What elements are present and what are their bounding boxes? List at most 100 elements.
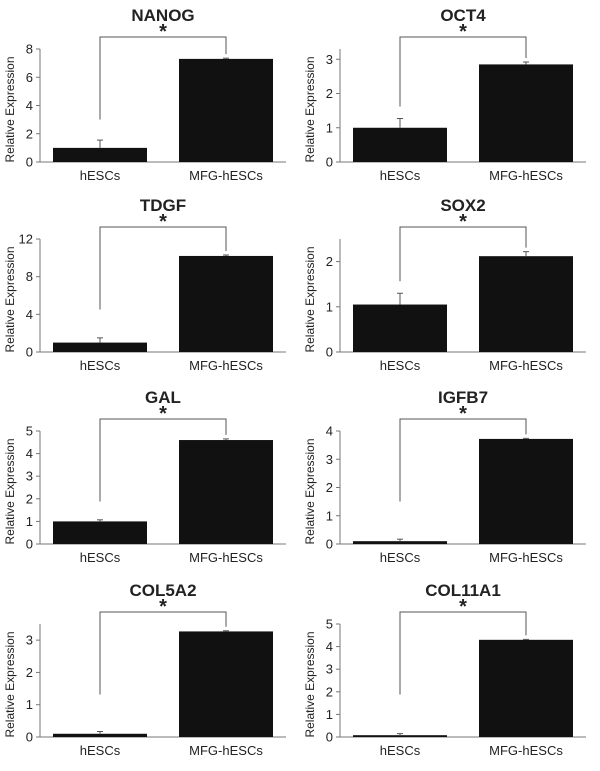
x-tick-label: MFG-hESCs: [189, 743, 263, 758]
y-tick-label: 2: [326, 480, 333, 495]
significance-bracket: [99, 418, 227, 502]
y-tick-label: 3: [326, 52, 333, 67]
y-tick-label: 4: [26, 98, 33, 113]
chart-panel-col11a1: COL11A1 Relative Expression 0 1 2 3 4 5 hESCs MFG…: [300, 575, 600, 766]
bar-hescs: [53, 521, 147, 544]
chart-title: IGFB7: [438, 388, 488, 407]
significance-star: *: [159, 211, 167, 233]
y-tick-label: 12: [19, 232, 33, 247]
significance-bracket: [399, 226, 527, 282]
y-tick-label: 4: [326, 639, 333, 654]
y-tick-label: 3: [326, 662, 333, 677]
y-tick-label: 3: [326, 452, 333, 467]
bar-mfg-hescs: [479, 438, 573, 544]
bar-hescs: [353, 735, 447, 737]
chart-panel-sox2: SOX2 Relative Expression 0 1 2 hESCs MFG-hESCs…: [300, 190, 600, 381]
y-axis-label: Relative Expression: [303, 246, 317, 352]
y-tick-label: 1: [326, 299, 333, 314]
y-tick-label: 0: [326, 730, 333, 745]
significance-star: *: [159, 403, 167, 425]
bar-mfg-hescs: [179, 440, 273, 544]
y-tick-label: 1: [26, 697, 33, 712]
chart-title: COL5A2: [129, 581, 196, 600]
chart-panel-tdgf: TDGF Relative Expression 0 4 8 12 hESCs MFG-hES…: [0, 190, 300, 381]
x-tick-label: hESCs: [380, 743, 421, 758]
y-tick-label: 5: [26, 424, 33, 439]
y-tick-label: 2: [326, 684, 333, 699]
chart-svg: GAL Relative Expression 0 1 2 3 4 5 hESCs MFG-hES…: [3, 388, 286, 565]
x-tick-label: MFG-hESCs: [189, 168, 263, 183]
x-tick-label: hESCs: [80, 743, 121, 758]
y-tick-label: 0: [326, 345, 333, 360]
y-axis-label: Relative Expression: [3, 56, 17, 162]
significance-bracket: [399, 611, 527, 695]
y-axis-label: Relative Expression: [3, 438, 17, 544]
y-tick-label: 0: [26, 537, 33, 552]
y-axis-label: Relative Expression: [303, 438, 317, 544]
significance-bracket: [99, 36, 227, 120]
bar-mfg-hescs: [179, 255, 273, 352]
bar-mfg-hescs: [479, 256, 573, 352]
y-tick-label: 6: [26, 70, 33, 85]
y-axis-label: Relative Expression: [303, 56, 317, 162]
bar-mfg-hescs: [479, 639, 573, 737]
chart-svg: OCT4 Relative Expression 0 1 2 3 hESCs MFG-hESC…: [303, 6, 586, 183]
chart-svg: COL11A1 Relative Expression 0 1 2 3 4 5 hESCs MFG…: [303, 581, 586, 758]
bar-mfg-hescs: [179, 631, 273, 737]
y-tick-label: 4: [26, 307, 33, 322]
significance-bracket: [399, 418, 527, 502]
bar-mfg-hescs: [179, 58, 273, 163]
y-tick-label: 2: [26, 665, 33, 680]
y-axis-label: Relative Expression: [3, 631, 17, 737]
y-tick-label: 0: [26, 155, 33, 170]
x-tick-label: MFG-hESCs: [489, 743, 563, 758]
y-tick-label: 0: [326, 155, 333, 170]
x-tick-label: MFG-hESCs: [189, 358, 263, 373]
x-tick-label: hESCs: [380, 358, 421, 373]
chart-title: OCT4: [440, 6, 486, 25]
x-tick-label: hESCs: [80, 168, 121, 183]
chart-title: COL11A1: [425, 581, 501, 600]
y-tick-label: 2: [326, 86, 333, 101]
y-axis-label: Relative Expression: [303, 631, 317, 737]
x-tick-label: MFG-hESCs: [489, 168, 563, 183]
significance-bracket: [399, 36, 527, 107]
x-tick-label: MFG-hESCs: [189, 550, 263, 565]
y-tick-label: 4: [326, 424, 333, 439]
bar-hescs: [53, 147, 147, 162]
x-tick-label: hESCs: [80, 358, 121, 373]
y-tick-label: 0: [326, 537, 333, 552]
y-tick-label: 0: [26, 730, 33, 745]
x-tick-label: hESCs: [80, 550, 121, 565]
y-tick-label: 3: [26, 469, 33, 484]
y-tick-label: 5: [326, 617, 333, 632]
chart-panel-oct4: OCT4 Relative Expression 0 1 2 3 hESCs MFG-hESC…: [300, 0, 600, 191]
y-tick-label: 3: [26, 633, 33, 648]
chart-title: TDGF: [140, 196, 186, 215]
y-tick-label: 2: [26, 491, 33, 506]
chart-panel-col5a2: COL5A2 Relative Expression 0 1 2 3 hESCs MFG-hE…: [0, 575, 300, 766]
bar-hescs: [353, 541, 447, 544]
bar-hescs: [53, 342, 147, 352]
significance-bracket: [99, 611, 227, 695]
x-tick-label: MFG-hESCs: [489, 358, 563, 373]
y-tick-label: 4: [26, 446, 33, 461]
chart-title: NANOG: [131, 6, 194, 25]
x-tick-label: hESCs: [380, 550, 421, 565]
significance-bracket: [99, 226, 227, 310]
y-tick-label: 0: [26, 345, 33, 360]
y-tick-label: 8: [26, 42, 33, 57]
y-tick-label: 2: [26, 126, 33, 141]
significance-star: *: [459, 21, 467, 43]
y-tick-label: 8: [26, 269, 33, 284]
y-tick-label: 1: [326, 508, 333, 523]
y-tick-label: 1: [326, 707, 333, 722]
significance-star: *: [459, 211, 467, 233]
chart-title: GAL: [145, 388, 181, 407]
chart-title: SOX2: [440, 196, 485, 215]
chart-svg: IGFB7 Relative Expression 0 1 2 3 4 hESCs MFG-hE…: [303, 388, 586, 565]
bar-hescs: [353, 127, 447, 162]
chart-panel-igfb7: IGFB7 Relative Expression 0 1 2 3 4 hESCs MFG-hE…: [300, 382, 600, 573]
bar-mfg-hescs: [479, 64, 573, 162]
chart-svg: TDGF Relative Expression 0 4 8 12 hESCs MFG-hES…: [3, 196, 286, 373]
